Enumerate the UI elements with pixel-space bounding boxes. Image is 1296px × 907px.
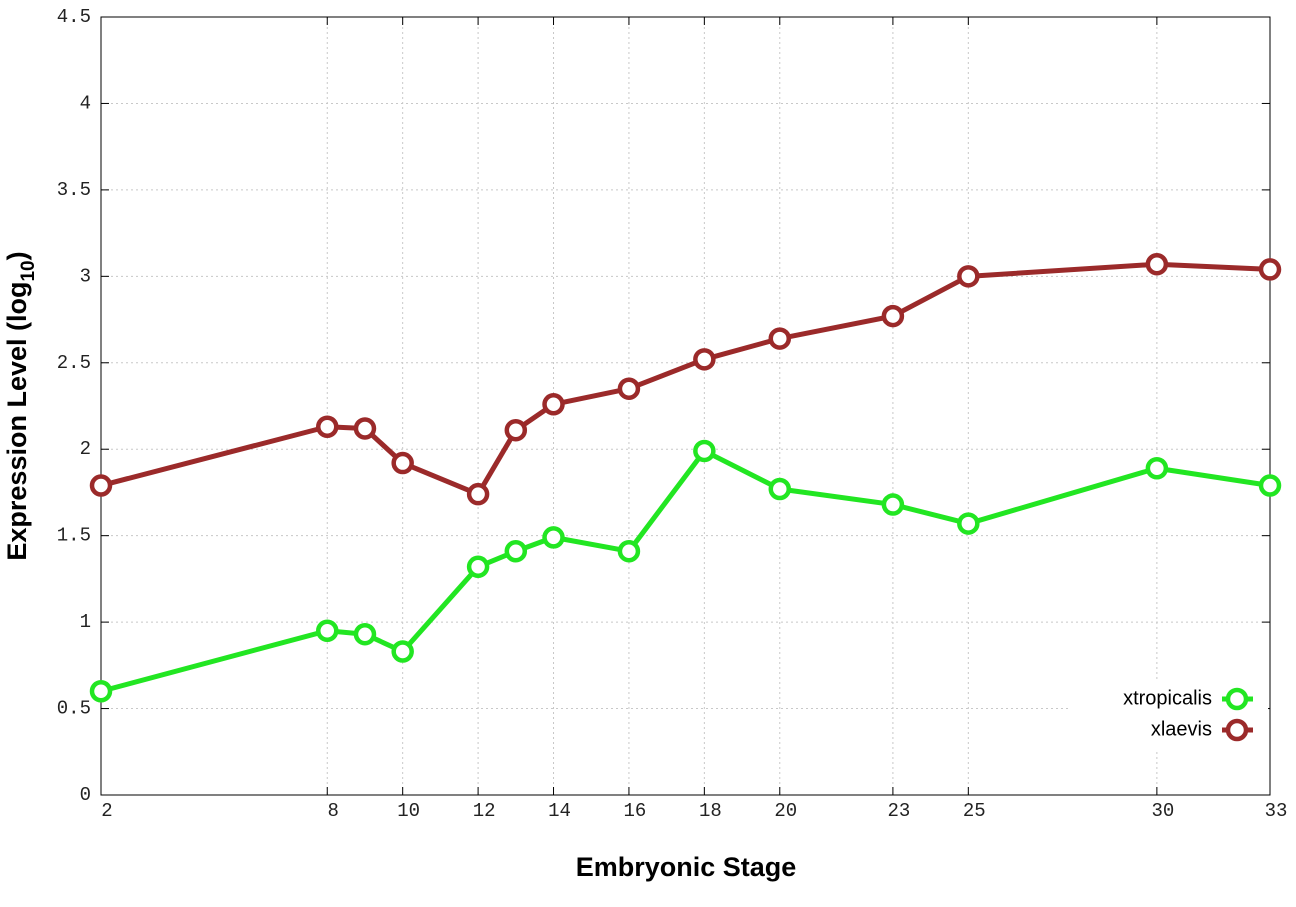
data-point bbox=[316, 415, 339, 438]
x-tick-label: 14 bbox=[548, 800, 571, 822]
data-point bbox=[693, 348, 716, 371]
x-tick-label: 25 bbox=[963, 800, 986, 822]
data-point bbox=[617, 539, 641, 563]
x-tick-label: 23 bbox=[887, 800, 910, 822]
y-tick-label: 1.5 bbox=[57, 525, 91, 547]
data-point bbox=[542, 393, 565, 416]
data-point bbox=[881, 493, 905, 516]
x-tick-label: 12 bbox=[473, 800, 496, 822]
y-tick-label: 3.5 bbox=[57, 179, 91, 201]
data-point bbox=[693, 439, 716, 463]
y-tick-label: 2.5 bbox=[57, 352, 91, 374]
y-axis-label-main: Expression Level (log bbox=[2, 282, 32, 561]
data-point bbox=[353, 622, 377, 646]
data-point bbox=[391, 640, 414, 663]
data-point bbox=[957, 265, 980, 288]
y-axis-label: Expression Level (log10) bbox=[2, 251, 39, 560]
y-axis-label-end: ) bbox=[2, 251, 32, 260]
x-tick-label: 20 bbox=[774, 800, 797, 822]
y-tick-label: 3 bbox=[80, 265, 91, 287]
y-tick-label: 4.5 bbox=[57, 6, 91, 28]
data-point bbox=[1145, 456, 1169, 480]
legend-label: xlaevis bbox=[1151, 718, 1212, 740]
data-point bbox=[89, 474, 113, 497]
y-tick-label: 0 bbox=[80, 784, 91, 806]
legend-marker bbox=[1225, 718, 1249, 742]
x-tick-label: 16 bbox=[624, 800, 647, 822]
legend-marker bbox=[1225, 687, 1249, 711]
x-axis-label: Embryonic Stage bbox=[576, 852, 797, 882]
data-point bbox=[391, 451, 414, 475]
data-point bbox=[542, 526, 565, 549]
data-point bbox=[768, 327, 792, 350]
x-tick-label: 33 bbox=[1265, 800, 1288, 822]
data-point bbox=[353, 417, 377, 440]
data-point bbox=[1258, 258, 1282, 281]
legend-label: xtropicalis bbox=[1123, 687, 1212, 709]
y-tick-label: 1 bbox=[80, 611, 91, 633]
plot-frame bbox=[100, 16, 1271, 796]
data-point bbox=[316, 619, 339, 643]
data-point bbox=[1145, 252, 1169, 276]
data-point bbox=[89, 680, 113, 703]
x-tick-label: 8 bbox=[328, 800, 339, 822]
data-point bbox=[881, 304, 905, 328]
data-point bbox=[768, 477, 792, 501]
data-point bbox=[466, 555, 490, 579]
y-axis-label-sub: 10 bbox=[18, 260, 39, 281]
y-tick-label: 4 bbox=[80, 92, 91, 114]
x-tick-label: 2 bbox=[101, 800, 112, 822]
data-point bbox=[466, 482, 490, 506]
data-point bbox=[504, 539, 528, 563]
data-point bbox=[957, 512, 980, 535]
x-tick-label: 30 bbox=[1151, 800, 1174, 822]
x-tick-label: 10 bbox=[397, 800, 420, 822]
y-tick-label: 2 bbox=[80, 438, 91, 460]
data-point bbox=[1258, 474, 1282, 497]
data-point bbox=[617, 377, 641, 400]
x-tick-label: 18 bbox=[699, 800, 722, 822]
data-point bbox=[504, 418, 528, 442]
y-tick-label: 0.5 bbox=[57, 698, 91, 720]
